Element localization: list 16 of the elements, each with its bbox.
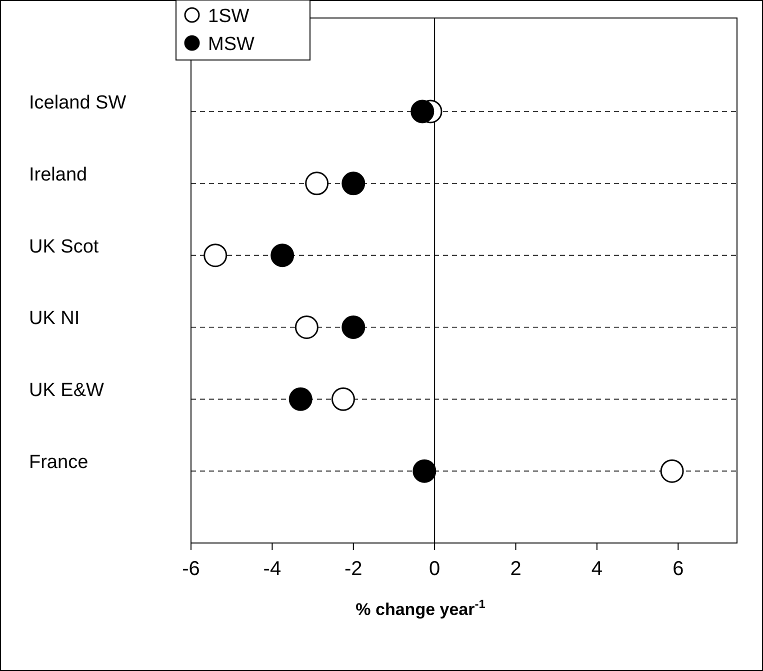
x-axis-title: % change year$^{-1}$ [356, 597, 486, 619]
y-tick-label: UK NI [29, 308, 80, 330]
y-tick-label: UK Scot [29, 236, 100, 258]
y-tick-label: UK E&W [29, 380, 104, 402]
x-tick-label: 2 [510, 558, 522, 580]
legend-label: MSW [208, 34, 254, 55]
x-tick-label: -4 [263, 558, 282, 580]
x-tick-label: 0 [429, 558, 440, 580]
x-tick-label: 4 [591, 558, 603, 580]
x-tick-label: -6 [182, 558, 200, 580]
x-tick-label: 6 [672, 558, 684, 580]
y-tick-label: Iceland SW [29, 92, 126, 114]
y-tick-label: France [29, 452, 88, 474]
y-tick-label: Ireland [29, 164, 88, 186]
legend-label: 1SW [208, 6, 250, 27]
x-tick-label: -2 [344, 558, 362, 580]
